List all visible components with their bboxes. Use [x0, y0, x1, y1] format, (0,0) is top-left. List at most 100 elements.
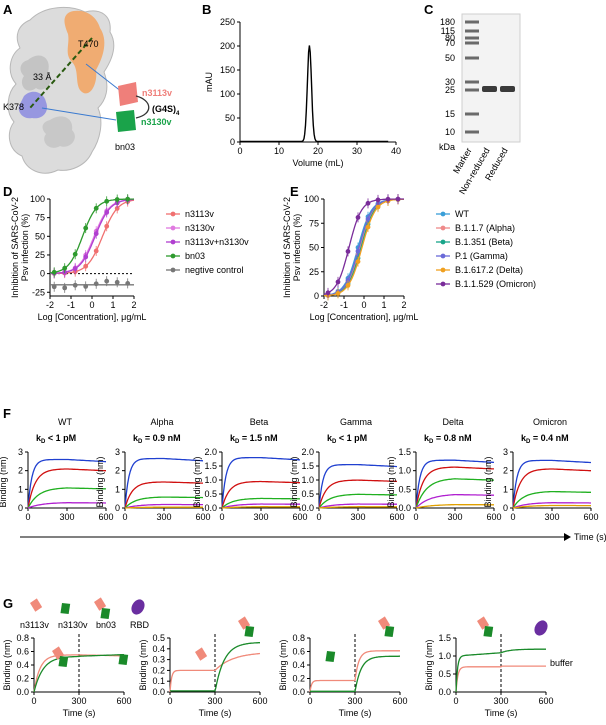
d-ylabel-line: Psv infection (%): [20, 214, 30, 282]
panel-a-structure: T470 K378 33 Å n3113v n3130v (G4S)4 bn03: [3, 7, 180, 174]
f-kd-value: = 1.5 nM: [239, 433, 277, 443]
d-data-point: [51, 284, 57, 290]
f-xtick-label: 300: [156, 512, 171, 522]
e-legend-marker: [440, 225, 446, 231]
f-ytick-label: 0.5: [398, 484, 411, 494]
d-xlabel: Log [Concentration], μg/mL: [38, 312, 147, 322]
gel-marker-label: 50: [445, 53, 455, 63]
g-binding-curve: [169, 652, 261, 693]
g-xtick-label: 0: [31, 696, 36, 706]
f-ytick-label: 1.0: [301, 475, 314, 485]
f-xtick-label: 300: [350, 512, 365, 522]
b-ytick-label: 0: [230, 137, 235, 147]
d-data-point: [51, 269, 57, 275]
gel-marker-band: [465, 56, 479, 60]
f-subplot-title: Beta: [250, 417, 269, 427]
gel-marker-band: [465, 88, 479, 92]
d-data-point: [62, 265, 68, 271]
panel-label-d: D: [3, 184, 12, 199]
panel-label-e: E: [290, 184, 299, 199]
f-xtick-label: 0: [122, 512, 127, 522]
gel-marker-band: [465, 41, 479, 45]
f-binding-curve: [415, 493, 494, 509]
gel-marker-label: 10: [445, 127, 455, 137]
d-xtick-label: -1: [67, 300, 75, 310]
f-kd-sub: D: [235, 439, 240, 445]
f-kd-sub: D: [429, 439, 434, 445]
g-ytick-label: 0.2: [292, 674, 305, 684]
f-kd-k: k: [230, 433, 236, 443]
label-bn03: bn03: [115, 142, 135, 152]
f-ytick-label: 0.0: [398, 503, 411, 513]
f-ytick-label: 0.5: [301, 489, 314, 499]
d-data-point: [93, 205, 99, 211]
label-t470: T470: [78, 39, 99, 49]
f-kd-k: k: [424, 433, 430, 443]
e-data-point: [355, 215, 361, 220]
g-legend-bn03: bn03: [96, 620, 116, 630]
gel-marker-label: 25: [445, 85, 455, 95]
f-xtick-label: 300: [544, 512, 559, 522]
e-data-point: [395, 196, 401, 202]
g-ytick-label: 0.0: [292, 687, 305, 697]
f-binding-curve: [221, 497, 301, 509]
panel-label-g: G: [3, 596, 13, 611]
b-ytick-label: 250: [220, 17, 235, 27]
f-kd-sub: D: [41, 439, 46, 445]
g-xtick-label: 600: [252, 696, 267, 706]
e-data-point: [355, 248, 361, 254]
f-ylabel: Binding (nm): [95, 456, 105, 507]
d-data-point: [93, 248, 99, 254]
d-legend-label: n3113v: [185, 209, 214, 219]
f-ytick-label: 1: [18, 484, 23, 494]
g-ylabel: Binding (nm): [278, 639, 288, 690]
f-subplot-title: Alpha: [150, 417, 173, 427]
e-data-point: [365, 224, 371, 230]
g-binding-curve: [33, 653, 124, 693]
d-ytick-label: -25: [32, 287, 45, 297]
f-binding-curve: [415, 478, 494, 509]
e-ytick-label: 25: [309, 267, 319, 277]
e-xtick-label: -2: [320, 300, 328, 310]
g-legend-rbd-icon: [131, 599, 145, 615]
f-binding-curve: [124, 496, 204, 509]
f-xtick-label: 0: [25, 512, 30, 522]
f-ytick-label: 1.5: [204, 461, 217, 471]
g-xtick-label: 600: [392, 696, 407, 706]
e-data-point: [375, 197, 381, 203]
f-xtick-label: 0: [413, 512, 418, 522]
g-p4-bn03-icon-b: [483, 626, 494, 637]
g-ytick-label: 0.2: [152, 665, 165, 675]
f-kd-k: k: [521, 433, 527, 443]
e-legend-marker: [440, 239, 446, 245]
d-data-point: [83, 283, 89, 289]
f-ytick-label: 0: [18, 503, 23, 513]
gel-marker-band: [465, 130, 479, 134]
d-legend-marker: [170, 225, 176, 231]
g-xtick-label: 0: [453, 696, 458, 706]
label-n3113v: n3113v: [142, 88, 172, 98]
e-xtick-label: 0: [361, 300, 366, 310]
f-ytick-label: 2: [18, 466, 23, 476]
g-ytick-label: 0.1: [152, 676, 165, 686]
f-ylabel: Binding (nm): [386, 456, 396, 507]
d-data-point: [72, 266, 78, 271]
gel-marker-label: 30: [445, 77, 455, 87]
f-binding-curve: [221, 503, 300, 509]
panel-d-chart: -2 -1 0 1 2 -25 0 25 50 75 100 Log [Concentration],…: [10, 194, 249, 322]
b-axes: [239, 22, 396, 143]
g-xtick-label: 300: [71, 696, 86, 706]
d-data-point: [62, 285, 68, 291]
d-ytick-label: 0: [40, 269, 45, 279]
b-ylabel: mAU: [204, 72, 214, 92]
f-ytick-label: 0: [115, 503, 120, 513]
g-xtick-label: 300: [347, 696, 362, 706]
gel-marker-label: 180: [440, 17, 455, 27]
d-legend-label: n3130v: [185, 223, 215, 233]
label-distance: 33 Å: [33, 72, 52, 82]
f-binding-curve: [124, 506, 203, 509]
f-kd-k: k: [327, 433, 333, 443]
g-ytick-label: 0.5: [152, 633, 165, 643]
